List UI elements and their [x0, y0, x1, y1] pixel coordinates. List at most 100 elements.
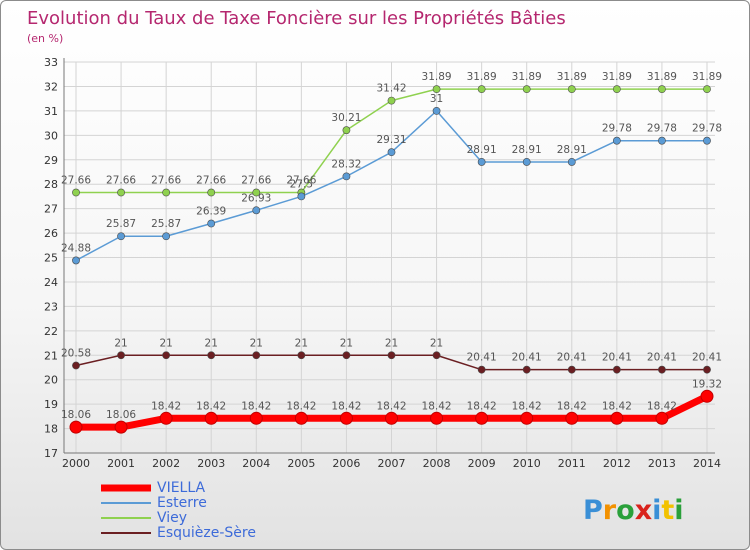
- data-label-esterre: 29.31: [376, 134, 406, 146]
- data-label-viey: 30.21: [331, 112, 361, 124]
- x-tick-label: 2010: [513, 457, 541, 470]
- point-viey: [72, 188, 80, 197]
- point-viey: [432, 85, 441, 94]
- point-viella: [655, 411, 669, 425]
- point-viey: [162, 188, 171, 197]
- point-esterre: [522, 158, 531, 166]
- legend-label-esqui-ze-s-re: Esquièze-Sère: [157, 525, 256, 541]
- data-label-viey: 31.89: [512, 71, 542, 83]
- point-viey: [567, 85, 576, 94]
- x-tick-label: 2004: [242, 457, 270, 470]
- data-label-esterre: 29.78: [647, 123, 677, 135]
- point-viey: [252, 188, 261, 197]
- x-tick-label: 2014: [693, 457, 721, 470]
- data-label-esqui-ze-s-re: 20.41: [602, 352, 632, 364]
- point-viella: [475, 411, 489, 425]
- point-esqui-ze-s-re: [703, 365, 711, 374]
- data-label-viella: 18.42: [647, 400, 677, 412]
- y-tick-label: 20: [44, 374, 58, 387]
- data-label-esterre: 28.32: [331, 158, 361, 170]
- point-viey: [477, 85, 486, 94]
- point-viella: [69, 420, 83, 434]
- data-label-esterre: 25.87: [106, 218, 136, 230]
- chart-title: Evolution du Taux de Taxe Foncière sur l…: [27, 8, 566, 29]
- data-labels: 27.66 27.66 27.66 27.66 27.66 27.66 30.21 31.42…: [61, 71, 722, 421]
- x-tick-label: 2013: [648, 457, 676, 470]
- legend-label-viey: Viey: [157, 510, 187, 526]
- point-esterre: [72, 256, 80, 265]
- point-esqui-ze-s-re: [162, 351, 171, 360]
- point-esqui-ze-s-re: [477, 365, 486, 374]
- y-tick-label: 25: [44, 252, 58, 265]
- point-viella: [159, 411, 173, 425]
- data-label-esterre: 29.78: [692, 123, 722, 135]
- point-esterre: [567, 158, 576, 166]
- data-label-esqui-ze-s-re: 21: [295, 337, 308, 349]
- y-tick-label: 30: [44, 129, 58, 142]
- point-viella: [249, 411, 263, 425]
- data-label-viella: 18.42: [241, 400, 271, 412]
- y-tick-label: 28: [44, 178, 58, 191]
- data-label-viella: 18.42: [512, 400, 542, 412]
- axes: 17 18 19 20 21 22 23 24 25 26 27 28 29 30 31 32 33 2000 20…: [44, 56, 721, 470]
- x-tick-label: 2011: [558, 457, 586, 470]
- data-label-esqui-ze-s-re: 21: [340, 337, 353, 349]
- data-label-viella: 18.42: [196, 400, 226, 412]
- data-label-esqui-ze-s-re: 21: [205, 337, 218, 349]
- data-label-esqui-ze-s-re: 20.41: [647, 352, 677, 364]
- point-viey: [703, 85, 711, 94]
- y-tick-label: 19: [44, 398, 58, 411]
- data-label-viella: 18.42: [467, 400, 497, 412]
- data-label-esqui-ze-s-re: 21: [430, 337, 443, 349]
- point-esqui-ze-s-re: [252, 351, 261, 360]
- data-label-viey: 27.66: [106, 174, 136, 186]
- data-label-viey: 31.89: [467, 71, 497, 83]
- data-label-esterre: 26.39: [196, 206, 226, 218]
- x-tick-label: 2007: [378, 457, 406, 470]
- point-esterre: [252, 206, 261, 215]
- data-label-viey: 31.89: [422, 71, 452, 83]
- y-tick-label: 18: [44, 423, 58, 436]
- data-label-esqui-ze-s-re: 21: [159, 337, 172, 349]
- point-viella: [430, 411, 444, 425]
- data-label-esterre: 31: [430, 93, 443, 105]
- proxiti-logo: Proxiti: [583, 495, 684, 526]
- data-label-esqui-ze-s-re: 20.41: [467, 352, 497, 364]
- data-label-esterre: 29.78: [602, 123, 632, 135]
- point-esterre: [703, 136, 711, 145]
- data-label-esqui-ze-s-re: 21: [250, 337, 263, 349]
- data-label-esterre: 24.88: [61, 242, 91, 254]
- point-viella: [339, 411, 353, 425]
- point-viella: [565, 411, 579, 425]
- data-label-esqui-ze-s-re: 21: [385, 337, 398, 349]
- data-label-viella: 18.06: [61, 409, 91, 421]
- point-viella: [114, 420, 128, 434]
- data-label-viella: 18.42: [557, 400, 587, 412]
- data-label-esterre: 26.93: [241, 192, 271, 204]
- point-viella: [700, 389, 714, 403]
- point-viey: [207, 188, 216, 197]
- y-tick-label: 27: [44, 203, 58, 216]
- point-esqui-ze-s-re: [612, 365, 621, 374]
- point-esterre: [207, 219, 216, 228]
- y-tick-label: 23: [44, 300, 58, 313]
- point-viella: [385, 411, 398, 425]
- point-esterre: [432, 106, 441, 115]
- point-esqui-ze-s-re: [342, 351, 351, 360]
- data-label-viella: 19.32: [692, 378, 722, 390]
- x-tick-label: 2003: [197, 457, 225, 470]
- data-label-esterre: 28.91: [557, 144, 587, 156]
- y-tick-label: 33: [44, 56, 58, 69]
- point-esterre: [387, 148, 396, 157]
- point-esqui-ze-s-re: [72, 361, 80, 370]
- point-viey: [117, 188, 125, 197]
- data-label-viey: 27.66: [241, 174, 271, 186]
- data-label-viey: 27.66: [286, 174, 316, 186]
- data-label-viey: 31.89: [557, 71, 587, 83]
- point-esterre: [297, 192, 306, 201]
- y-tick-label: 24: [44, 276, 58, 289]
- data-label-viey: 31.42: [376, 83, 406, 95]
